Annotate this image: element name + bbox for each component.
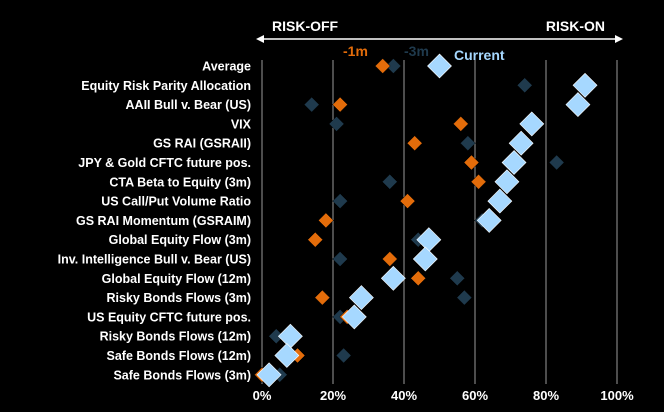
category-label-average: Average (202, 60, 251, 74)
risk-arrow-left-head (256, 35, 264, 43)
data-markers (254, 53, 598, 388)
category-label-inv-intelligence-bull-v-bear-us: Inv. Intelligence Bull v. Bear (US) (58, 253, 251, 267)
x-tick-label-0: 0% (253, 388, 272, 403)
marker-3m-average (385, 58, 402, 74)
x-axis-ticks: 0% 20% 40% 60% 80% 100% (253, 388, 634, 403)
risk-arrow-right-head (615, 35, 623, 43)
category-label-global-equity-flow-3m: Global Equity Flow (3m) (109, 233, 251, 247)
marker-1m-risky-bonds-flows-3m (314, 289, 331, 306)
marker-current-gs-rai-momentum-gsraim (476, 207, 502, 233)
marker-current-jpy-gold-cftc-future-pos (501, 150, 527, 175)
risk-header: RISK-OFF RISK-ON (256, 18, 623, 43)
marker-1m-average (374, 58, 391, 74)
marker-3m-risky-bonds-flows-3m (456, 289, 473, 306)
category-labels: Average Equity Risk Parity Allocation AAII… (58, 60, 252, 383)
category-label-us-equity-cftc-future-pos: US Equity CFTC future pos. (87, 310, 251, 324)
legend-label-3m: -3m (404, 43, 429, 59)
marker-1m-jpy-gold-cftc-future-pos (463, 154, 480, 171)
marker-1m-cta-beta-to-equity-3m (470, 173, 487, 190)
legend-label-1m: -1m (343, 43, 368, 59)
category-label-risky-bonds-flows-12m: Risky Bonds Flows (12m) (100, 330, 251, 344)
marker-current-inv-intelligence-bull-v-bear-us (412, 246, 438, 272)
marker-3m-global-equity-flow-12m (449, 270, 466, 287)
legend-label-current: Current (454, 47, 505, 63)
marker-current-global-equity-flow-12m (380, 265, 406, 291)
marker-current-vix (519, 111, 545, 137)
marker-3m-jpy-gold-cftc-future-pos (548, 154, 565, 171)
series-legend: -3m -1m Current (343, 43, 505, 63)
marker-current-equity-risk-parity-allocation (572, 72, 598, 98)
category-label-aaii-bull-v-bear-us: AAII Bull v. Bear (US) (126, 98, 251, 112)
category-label-safe-bonds-flows-12m: Safe Bonds Flows (12m) (107, 349, 251, 363)
x-tick-label-40: 40% (391, 388, 417, 403)
x-tick-label-80: 80% (533, 388, 559, 403)
category-label-us-call-put-volume-ratio: US Call/Put Volume Ratio (101, 195, 251, 209)
marker-current-average (427, 53, 452, 79)
category-label-cta-beta-to-equity-3m: CTA Beta to Equity (3m) (109, 175, 251, 189)
marker-1m-global-equity-flow-3m (307, 231, 324, 248)
marker-3m-vix (328, 116, 345, 132)
marker-1m-gs-rai-momentum-gsraim (318, 212, 334, 229)
marker-1m-inv-intelligence-bull-v-bear-us (381, 251, 398, 267)
risk-on-label: RISK-ON (546, 18, 605, 34)
marker-current-risky-bonds-flows-12m (277, 323, 303, 349)
marker-1m-us-call-put-volume-ratio (399, 193, 416, 209)
category-label-equity-risk-parity-allocation: Equity Risk Parity Allocation (81, 79, 251, 93)
marker-3m-us-call-put-volume-ratio (332, 193, 348, 209)
marker-current-us-equity-cftc-future-pos (341, 304, 367, 330)
risk-off-label: RISK-OFF (272, 18, 339, 34)
marker-current-safe-bonds-flows-3m (256, 362, 282, 388)
marker-current-risky-bonds-flows-3m (348, 285, 374, 311)
marker-1m-gs-rai-gsraii (406, 135, 423, 152)
marker-3m-cta-beta-to-equity-3m (381, 173, 398, 190)
marker-current-gs-rai-gsraii (508, 130, 534, 156)
marker-current-cta-beta-to-equity-3m (494, 169, 520, 195)
gridlines (261, 60, 618, 384)
category-label-risky-bonds-flows-3m: Risky Bonds Flows (3m) (107, 291, 251, 305)
marker-current-safe-bonds-flows-12m (274, 343, 300, 368)
category-label-jpy-gold-cftc-future-pos: JPY & Gold CFTC future pos. (78, 156, 251, 170)
marker-1m-global-equity-flow-12m (410, 270, 427, 287)
marker-current-global-equity-flow-3m (416, 227, 442, 253)
marker-3m-equity-risk-parity-allocation (516, 77, 533, 94)
marker-3m-aaii-bull-v-bear-us (303, 96, 320, 113)
category-label-vix: VIX (231, 117, 252, 131)
category-label-safe-bonds-flows-3m: Safe Bonds Flows (3m) (113, 368, 251, 382)
x-tick-label-20: 20% (320, 388, 346, 403)
category-label-gs-rai-gsraii: GS RAI (GSRAII) (153, 137, 251, 151)
marker-current-aaii-bull-v-bear-us (565, 92, 591, 118)
marker-3m-inv-intelligence-bull-v-bear-us (332, 251, 348, 267)
x-tick-label-60: 60% (462, 388, 488, 403)
marker-3m-safe-bonds-flows-12m (335, 347, 352, 364)
category-label-gs-rai-momentum-gsraim: GS RAI Momentum (GSRAIM) (76, 214, 251, 228)
marker-current-us-call-put-volume-ratio (487, 188, 513, 214)
x-tick-label-100: 100% (600, 388, 634, 403)
category-label-global-equity-flow-12m: Global Equity Flow (12m) (102, 272, 251, 286)
marker-3m-gs-rai-gsraii (460, 135, 476, 152)
marker-1m-aaii-bull-v-bear-us (332, 96, 348, 113)
marker-1m-vix (452, 116, 469, 132)
